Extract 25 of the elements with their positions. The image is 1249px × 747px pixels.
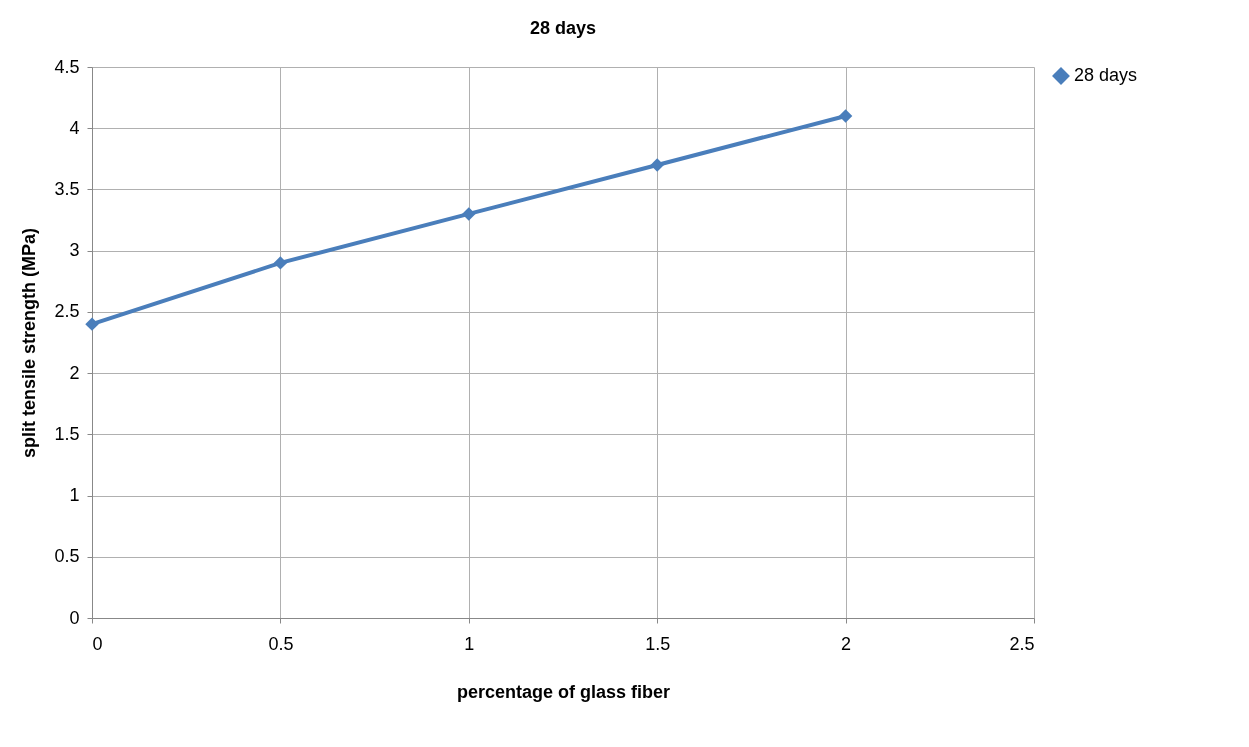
y-tick-label: 4 bbox=[69, 117, 80, 138]
legend-label: 28 days bbox=[1074, 65, 1138, 85]
y-tick-label: 1 bbox=[69, 485, 80, 506]
chart-title: 28 days bbox=[529, 18, 597, 38]
x-tick-label: 1 bbox=[464, 633, 475, 654]
y-tick-label: 2.5 bbox=[54, 301, 80, 322]
y-tick-label: 3.5 bbox=[54, 178, 80, 199]
y-tick-label: 0 bbox=[69, 607, 80, 628]
y-tick-label: 0.5 bbox=[54, 546, 80, 567]
x-tick-label: 1.5 bbox=[645, 633, 671, 654]
y-tick-label: 1.5 bbox=[54, 423, 80, 444]
y-tick-label: 4.5 bbox=[54, 56, 80, 77]
point bbox=[462, 207, 476, 221]
point bbox=[273, 256, 288, 270]
point bbox=[650, 158, 664, 172]
point bbox=[85, 317, 99, 331]
x-tick-label: 0.5 bbox=[268, 633, 294, 654]
y-axis-title: split tensile strength (MPa) bbox=[19, 227, 40, 459]
x-tick-label: 2.5 bbox=[1009, 633, 1035, 654]
y-tick-label: 3 bbox=[69, 240, 80, 261]
point bbox=[838, 109, 853, 123]
y-tick-label: 2 bbox=[69, 362, 80, 383]
x-tick-label: 2 bbox=[841, 633, 852, 654]
x-axis-title: percentage of glass fiber bbox=[456, 681, 671, 702]
x-tick-label: 0 bbox=[92, 633, 103, 654]
